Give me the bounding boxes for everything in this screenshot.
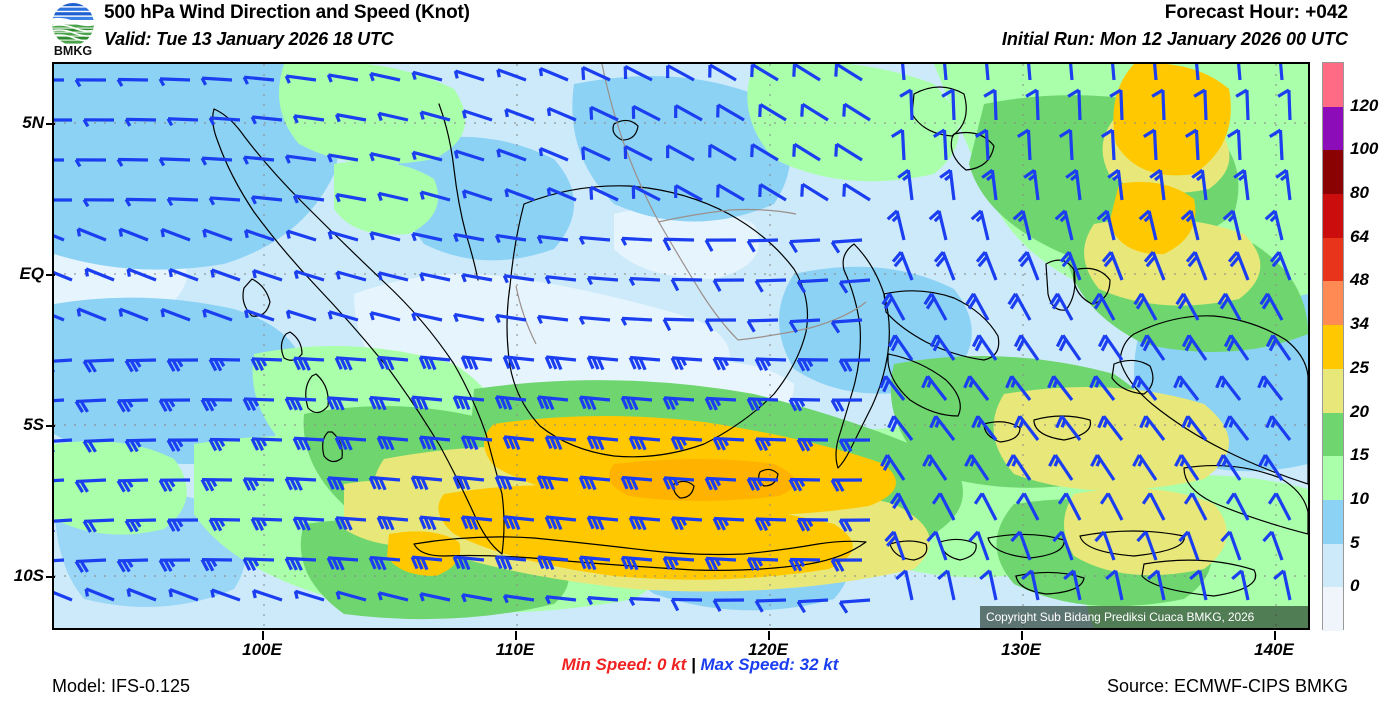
lon-label-140e: 140E [1254, 640, 1294, 659]
colorbar-band [1323, 325, 1343, 369]
lon-tick [1021, 631, 1023, 640]
lon-label-120e: 120E [748, 640, 788, 659]
lon-label-100e: 100E [242, 640, 282, 659]
source-label: Source: ECMWF-CIPS BMKG [1106, 676, 1348, 696]
lat-tick [46, 425, 55, 427]
colorbar-band [1323, 543, 1343, 588]
colorbar-band [1323, 281, 1343, 326]
colorbar-tick-10: 10 [1350, 488, 1369, 508]
lon-tick [515, 631, 517, 640]
lon-tick [1274, 631, 1276, 640]
colorbar-tick-34: 34 [1350, 314, 1369, 334]
initial-run-label: Initial Run: Mon 12 January 2026 00 UTC [1001, 29, 1348, 49]
speed-summary: Min Speed: 0 kt | Max Speed: 32 kt [0, 655, 1400, 675]
map-canvas[interactable]: Copyright Sub Bidang Prediksi Cuaca BMKG… [52, 62, 1310, 630]
lat-label-10s: 10S [13, 566, 44, 585]
copyright-watermark: Copyright Sub Bidang Prediksi Cuaca BMKG… [980, 606, 1308, 628]
lon-tick [262, 631, 264, 640]
lon-tick [768, 631, 770, 640]
model-label: Model: IFS-0.125 [52, 676, 191, 696]
page-title: 500 hPa Wind Direction and Speed (Knot) [104, 2, 470, 23]
colorbar-tick-25: 25 [1350, 357, 1369, 377]
colorbar-band [1323, 499, 1343, 544]
min-speed-label: Min Speed: 0 kt [561, 655, 687, 674]
bmkg-logo: BMKG [44, 2, 102, 58]
colorbar-band [1323, 587, 1343, 631]
colorbar-band [1323, 63, 1343, 107]
map-graphics [54, 64, 1308, 628]
colorbar-tick-80: 80 [1350, 183, 1369, 203]
colorbar-band [1323, 194, 1343, 238]
colorbar-tick-20: 20 [1350, 401, 1369, 421]
colorbar-tick-5: 5 [1350, 532, 1360, 552]
lat-tick [46, 576, 55, 578]
max-speed-label: Max Speed: 32 kt [700, 655, 839, 674]
colorbar-band [1323, 456, 1343, 500]
colorbar-tick-64: 64 [1350, 226, 1369, 246]
colorbar-band [1323, 412, 1343, 457]
speed-separator: | [690, 655, 696, 674]
lat-tick [46, 123, 55, 125]
colorbar[interactable] [1322, 62, 1344, 631]
colorbar-tick-0: 0 [1350, 576, 1360, 596]
svg-text:BMKG: BMKG [54, 44, 92, 58]
lon-label-110e: 110E [495, 640, 535, 659]
forecast-hour-label: Forecast Hour: +042 [1164, 2, 1348, 23]
lat-label-5n: 5N [22, 113, 44, 132]
valid-time-label: Valid: Tue 13 January 2026 18 UTC [104, 29, 394, 49]
colorbar-tick-15: 15 [1350, 445, 1369, 465]
lat-tick [46, 274, 55, 276]
colorbar-band [1323, 368, 1343, 413]
colorbar-band [1323, 237, 1343, 282]
lat-label-eq: EQ [19, 264, 44, 283]
lat-label-5s: 5S [23, 415, 44, 434]
colorbar-tick-100: 100 [1350, 139, 1379, 159]
colorbar-tick-120: 120 [1350, 95, 1379, 115]
lon-label-130e: 130E [1001, 640, 1041, 659]
header: BMKG 500 hPa Wind Direction and Speed (K… [0, 0, 1400, 60]
colorbar-band [1323, 106, 1343, 151]
colorbar-band [1323, 150, 1343, 195]
colorbar-tick-48: 48 [1350, 270, 1369, 290]
